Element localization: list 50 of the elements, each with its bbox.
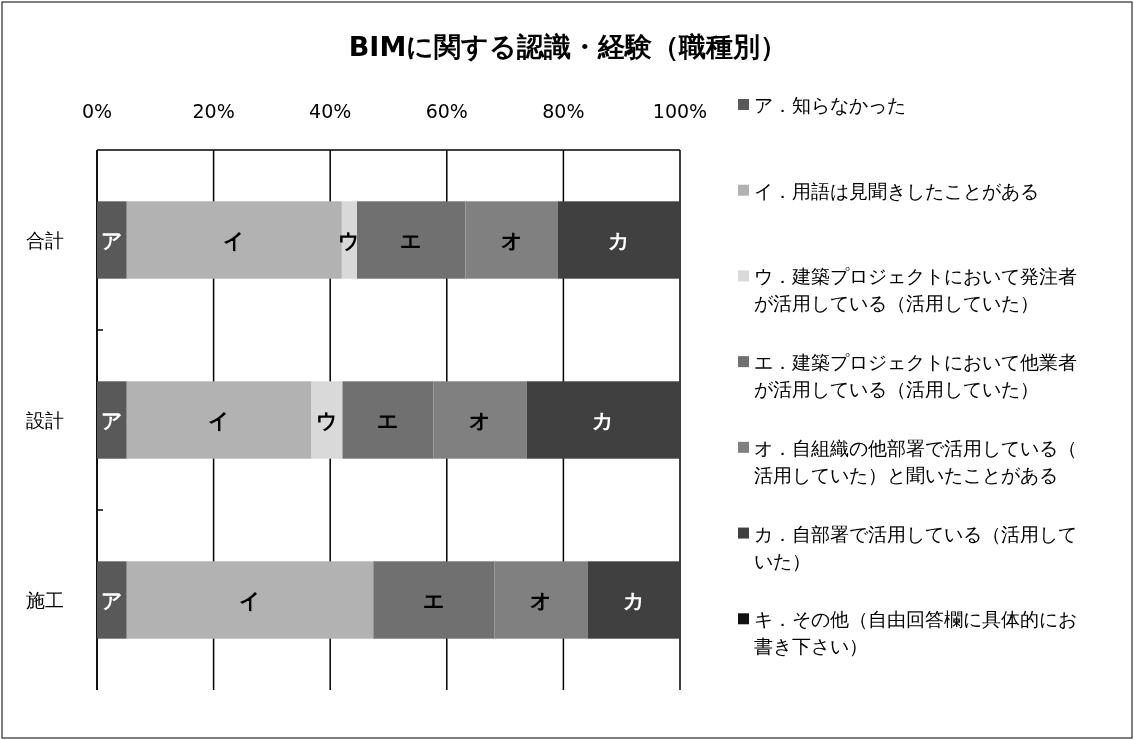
data-label: ウ: [315, 409, 338, 433]
y-tick-label: 合計: [26, 229, 64, 251]
legend-label: オ．自組織の他部署で活用している（活用していた）と聞いたことがある: [754, 436, 1077, 486]
bar: [126, 381, 312, 459]
bar: [97, 201, 127, 279]
bar: [526, 381, 680, 459]
legend-label: ア．知らなかった: [754, 94, 906, 116]
data-label: ア: [100, 409, 123, 433]
legend-label: エ．建築プロジェクトにおいて他業者が活用している（活用していた）: [754, 351, 1077, 401]
data-label: エ: [400, 229, 423, 253]
bar: [357, 201, 466, 279]
data-label: オ: [500, 229, 523, 253]
data-label: カ: [622, 589, 645, 613]
bar: [373, 561, 495, 639]
data-label: カ: [607, 229, 630, 253]
bar: [587, 561, 680, 639]
data-label: カ: [592, 409, 615, 433]
x-tick-label: 60%: [425, 100, 468, 122]
data-label: イ: [223, 229, 246, 253]
data-label: オ: [469, 409, 492, 433]
bar: [465, 201, 558, 279]
data-label: ア: [100, 589, 123, 613]
bar: [557, 201, 680, 279]
legend-label: ウ．建築プロジェクトにおいて発注者が活用している（活用していた）: [754, 265, 1077, 315]
legend-label: カ．自部署で活用している（活用していた）: [754, 522, 1077, 572]
bar: [97, 561, 127, 639]
data-label: イ: [208, 409, 231, 433]
y-tick-label: 施工: [26, 589, 64, 611]
bar: [342, 381, 434, 459]
bar: [126, 561, 374, 639]
bar: [494, 561, 588, 639]
bar: [433, 381, 527, 459]
y-tick-label: 設計: [26, 409, 64, 431]
x-tick-label: 100%: [652, 100, 708, 122]
bar: [126, 201, 342, 279]
data-label: ウ: [338, 229, 361, 253]
bar: [97, 381, 127, 459]
data-label: エ: [422, 589, 445, 613]
data-label: エ: [376, 409, 399, 433]
data-label: オ: [530, 589, 553, 613]
chart-title: BIMに関する認識・経験（職種別）: [348, 31, 788, 62]
x-tick-label: 20%: [192, 100, 235, 122]
legend-label: イ．用語は見聞きしたことがある: [754, 179, 1039, 202]
data-label: ア: [100, 229, 123, 253]
bar: [311, 381, 343, 459]
data-label: イ: [239, 589, 262, 613]
x-tick-label: 80%: [542, 100, 585, 122]
legend-label: キ．その他（自由回答欄に具体的にお書き下さい）: [754, 608, 1077, 658]
x-tick-label: 0%: [81, 100, 113, 122]
x-tick-label: 40%: [309, 100, 352, 122]
